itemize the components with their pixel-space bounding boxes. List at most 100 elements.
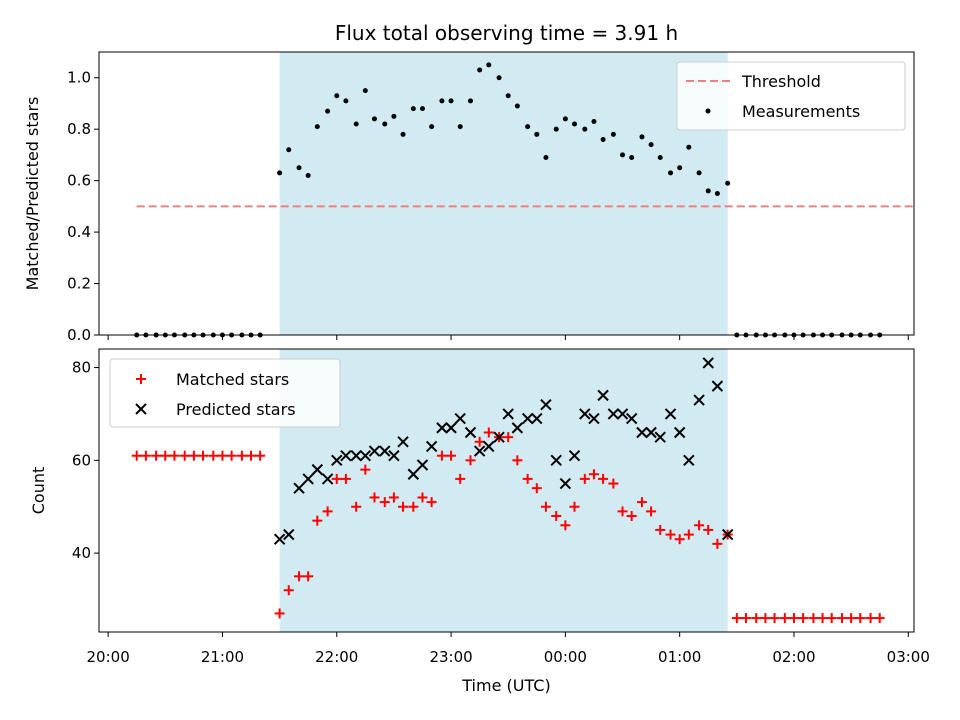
matched-star-point [226, 450, 237, 461]
matched-predicted-ratio-panel: 0.0 0.2 0.4 0.6 0.8 1.0 Flux total observing … [23, 21, 915, 344]
predicted-star-point [673, 426, 686, 439]
measurement-point [439, 98, 445, 104]
measurement-point [525, 124, 531, 130]
top-y-tick-label: 0.8 [67, 120, 91, 138]
matched-star-point [626, 511, 637, 522]
matched-star-point [608, 478, 619, 489]
predicted-star-point [711, 380, 724, 392]
matched-star-point [369, 492, 380, 503]
legend-threshold-label: Threshold [741, 72, 821, 91]
measurement-point [353, 121, 359, 127]
measurement-point [325, 108, 331, 114]
measurement-point [591, 118, 597, 124]
measurement-point [610, 131, 616, 137]
measurement-point [629, 154, 635, 160]
x-tick-label: 23:00 [429, 648, 472, 666]
predicted-star-point [283, 528, 295, 541]
predicted-star-point [379, 445, 391, 457]
predicted-star-point [416, 459, 429, 471]
x-tick-label: 00:00 [544, 648, 587, 666]
predicted-star-point [321, 473, 334, 485]
legend-measurements-label: Measurements [742, 102, 860, 121]
predicted-star-point [550, 454, 562, 467]
measurement-point [400, 131, 406, 137]
matched-star-point [160, 450, 171, 461]
measurement-point [553, 126, 559, 132]
matched-star-point [665, 529, 676, 540]
matched-star-point [874, 613, 885, 624]
matched-star-point [636, 497, 647, 508]
measurement-point [648, 142, 654, 148]
predicted-star-point [293, 482, 305, 494]
predicted-star-point [273, 533, 286, 545]
matched-star-point [579, 473, 590, 484]
predicted-star-point [607, 408, 620, 420]
predicted-star-point [350, 449, 362, 462]
measurement-point [677, 165, 683, 171]
predicted-star-point [331, 454, 343, 467]
matched-star-point [131, 450, 142, 461]
bottom-y-tick-label: 60 [72, 451, 91, 469]
measurement-point [391, 113, 397, 119]
matched-star-point [569, 501, 580, 512]
measurement-point [657, 154, 663, 160]
matched-star-point [331, 473, 342, 484]
predicted-star-point [721, 528, 734, 541]
predicted-star-point [559, 477, 572, 490]
matched-star-point [294, 571, 305, 582]
predicted-star-point [568, 449, 581, 462]
top-y-tick-label: 0.2 [67, 275, 91, 293]
x-tick-label: 22:00 [315, 648, 358, 666]
measurement-point [725, 180, 731, 186]
measurement-point [362, 88, 368, 94]
predicted-star-point [702, 357, 714, 369]
bottom-legend-box [109, 358, 341, 428]
x-tick-label: 02:00 [772, 648, 815, 666]
predicted-star-point [397, 436, 409, 448]
matched-star-point [551, 511, 562, 522]
matched-star-point [798, 613, 809, 624]
matched-star-point [379, 497, 390, 508]
predicted-star-point [436, 422, 448, 434]
matched-star-point [788, 613, 799, 624]
matched-star-point [779, 613, 790, 624]
predicted-star-point [359, 449, 372, 462]
predicted-star-point [625, 412, 638, 425]
matched-star-point [731, 613, 742, 624]
matched-star-point [140, 450, 151, 461]
matched-star-point [740, 613, 751, 624]
measurement-point [277, 170, 283, 176]
measurement-point [514, 103, 520, 109]
matched-star-point [522, 473, 533, 484]
matched-star-point [151, 450, 162, 461]
matched-star-point [179, 450, 190, 461]
matched-star-point [503, 432, 514, 443]
predicted-star-point [302, 473, 314, 485]
matched-star-point [217, 450, 228, 461]
predicted-star-point [693, 394, 705, 406]
matched-star-point [340, 473, 351, 484]
measurement-point [486, 62, 492, 68]
legend-predicted-swatch [135, 403, 147, 415]
predicted-star-point [588, 412, 600, 425]
measurement-point [668, 170, 674, 176]
matched-star-point [646, 506, 657, 517]
predicted-star-point [311, 463, 324, 476]
measurement-point [334, 93, 340, 99]
matched-star-point [417, 492, 428, 503]
matched-star-point [598, 473, 609, 484]
matched-star-point [617, 506, 628, 517]
matched-star-point [751, 613, 762, 624]
top-axes-frame [98, 51, 915, 336]
matched-star-point [465, 455, 476, 466]
top-y-tick-label: 0.0 [67, 326, 91, 344]
measurement-point [582, 126, 588, 132]
predicted-star-point [483, 440, 495, 453]
legend-matched-swatch [136, 374, 146, 384]
x-tick-label: 20:00 [87, 648, 130, 666]
measurement-point [696, 170, 702, 176]
measurement-point [305, 172, 311, 178]
predicted-star-point [636, 426, 648, 439]
matched-star-point [655, 524, 666, 535]
matched-star-point [760, 613, 771, 624]
